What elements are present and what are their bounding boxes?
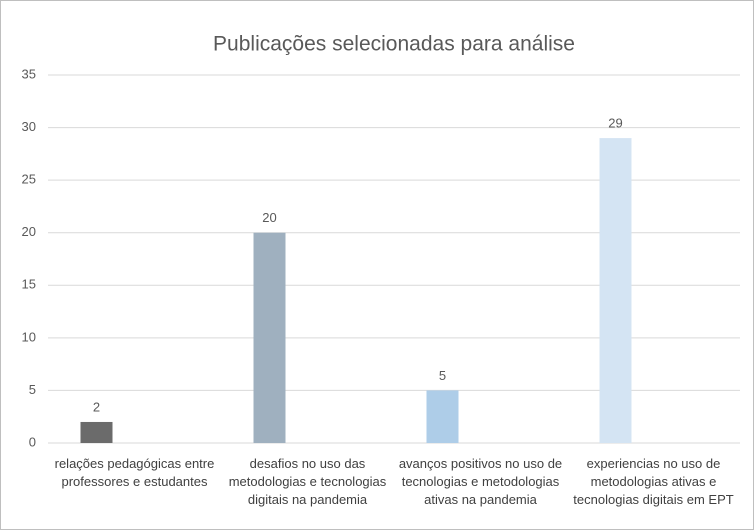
x-tick-label: desafios no uso das metodologias e tecno… (228, 456, 387, 507)
data-label: 29 (608, 116, 622, 131)
y-tick-label: 0 (29, 434, 36, 449)
y-tick-label: 35 (22, 66, 36, 81)
bar (80, 421, 113, 443)
data-label: 2 (93, 399, 100, 414)
bar (253, 232, 286, 443)
x-tick-label: avanços positivos no uso de tecnologias … (398, 456, 563, 507)
data-label: 5 (439, 368, 446, 383)
bar (599, 138, 632, 444)
data-label: 20 (262, 210, 276, 225)
chart-title: Publicações selecionadas para análise (213, 33, 575, 56)
bar (426, 390, 459, 443)
y-tick-label: 15 (22, 277, 36, 292)
y-tick-label: 5 (29, 382, 36, 397)
y-tick-label: 10 (22, 329, 36, 344)
x-tick-label: experiencias no uso de metodologias ativ… (573, 456, 734, 507)
x-tick-label: relações pedagógicas entre professores e… (54, 456, 215, 489)
y-tick-label: 20 (22, 224, 36, 239)
y-tick-label: 30 (22, 119, 36, 134)
y-tick-label: 25 (22, 172, 36, 187)
